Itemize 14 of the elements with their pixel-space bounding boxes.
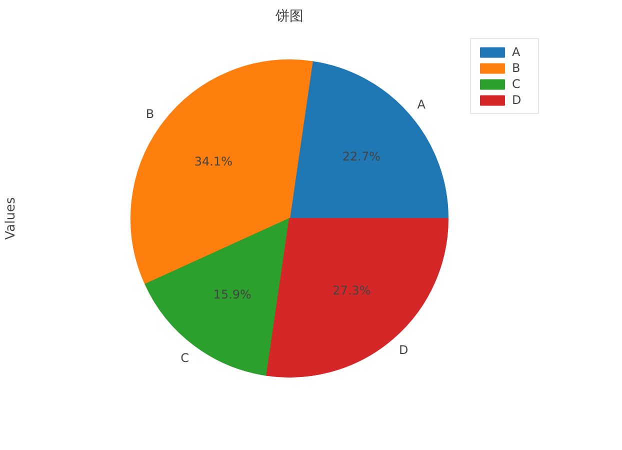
slice-label: A bbox=[417, 98, 426, 112]
legend-label: B bbox=[512, 61, 522, 75]
slice-label: B bbox=[146, 106, 154, 121]
chart-title: 饼图 bbox=[274, 8, 304, 24]
data-label: 22.7% bbox=[342, 149, 381, 164]
legend-label: C bbox=[512, 77, 522, 91]
data-label: 15.9% bbox=[213, 287, 252, 302]
legend-label: A bbox=[512, 45, 522, 59]
slice-label: C bbox=[180, 350, 189, 365]
data-label: 34.1% bbox=[194, 154, 232, 168]
legend-label: D bbox=[512, 93, 522, 107]
slice-label: D bbox=[398, 343, 408, 358]
data-label: 27.3% bbox=[332, 283, 371, 298]
text: Values bbox=[4, 197, 18, 240]
